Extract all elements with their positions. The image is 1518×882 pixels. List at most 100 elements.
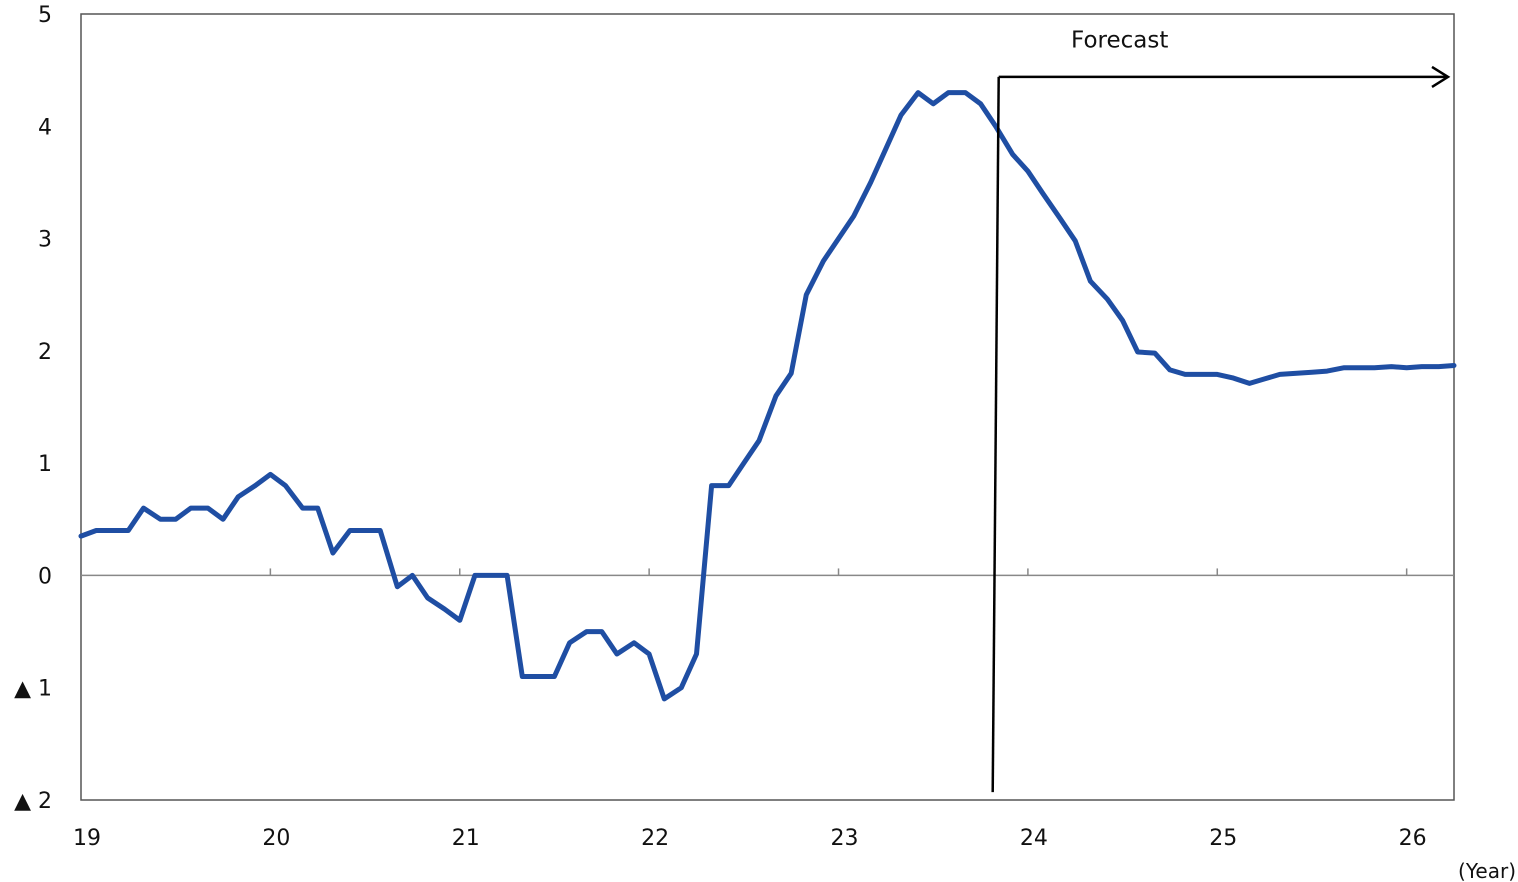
data-point (173, 517, 178, 522)
data-point (1325, 369, 1330, 374)
data-point (537, 674, 542, 679)
data-point (552, 674, 557, 679)
data-point (836, 236, 841, 241)
data-point (363, 528, 368, 533)
data-point (694, 652, 699, 657)
data-point (283, 483, 288, 488)
data-point (1230, 375, 1235, 380)
y-tick-label: 4 (38, 115, 52, 140)
data-point (300, 506, 305, 511)
plot-area-frame (80, 13, 1455, 801)
y-tick-label: ▲ 2 (14, 789, 52, 814)
data-point (662, 696, 667, 701)
data-point (916, 90, 921, 95)
data-point (520, 674, 525, 679)
x-tick-label: 19 (73, 826, 101, 851)
data-point (1058, 216, 1063, 221)
data-point (1025, 169, 1030, 174)
y-tick-label: 2 (38, 340, 52, 365)
y-axis-tick-labels: 5 4 3 2 1 0 ▲ 1 ▲ 2 (14, 3, 52, 814)
data-point (111, 528, 116, 533)
data-point (899, 113, 904, 118)
data-point (709, 483, 714, 488)
data-point (1294, 371, 1299, 376)
data-point (1277, 372, 1282, 377)
data-point (599, 629, 604, 634)
data-point (679, 685, 684, 690)
data-point (188, 506, 193, 511)
data-point (1120, 318, 1125, 323)
data-point (378, 528, 383, 533)
data-point (505, 573, 510, 578)
data-point (472, 573, 477, 578)
data-point (883, 146, 888, 151)
data-point (647, 652, 652, 657)
data-point (931, 101, 936, 106)
data-point (442, 607, 447, 612)
data-point (315, 506, 320, 511)
data-point (567, 640, 572, 645)
x-tick-label: 23 (831, 826, 859, 851)
data-point (457, 618, 462, 623)
data-point (946, 90, 951, 95)
forecast-arrow-head (1431, 65, 1451, 88)
y-tick-label: 5 (38, 3, 52, 28)
data-point (614, 652, 619, 657)
x-axis-tick-labels: 19 20 21 22 23 24 25 26 (73, 826, 1427, 851)
data-point (236, 494, 241, 499)
x-tick-label: 25 (1209, 826, 1237, 851)
data-point (1436, 364, 1441, 369)
data-point (141, 506, 146, 511)
data-point (410, 573, 415, 578)
data-point (1105, 297, 1110, 302)
x-tick-label: 21 (452, 826, 480, 851)
data-point (253, 483, 258, 488)
data-point (632, 640, 637, 645)
data-point (789, 371, 794, 376)
data-point (868, 180, 873, 185)
data-point (395, 584, 400, 589)
data-point (1247, 381, 1252, 386)
y-tick-label: ▲ 1 (14, 677, 52, 702)
data-point (1167, 367, 1172, 372)
data-point (1389, 364, 1394, 369)
forecast-label: Forecast (1071, 28, 1168, 54)
data-point (1262, 376, 1267, 381)
y-tick-label: 1 (38, 452, 52, 477)
data-point (1419, 364, 1424, 369)
data-point (1183, 372, 1188, 377)
data-point (1310, 370, 1315, 375)
data-point (1342, 365, 1347, 370)
series-line (78, 90, 1457, 702)
data-point (158, 517, 163, 522)
x-tick-label: 26 (1399, 826, 1427, 851)
data-point (330, 551, 335, 556)
data-point (963, 90, 968, 95)
data-point (821, 259, 826, 264)
y-tick-label: 3 (38, 228, 52, 253)
x-tick-label: 24 (1020, 826, 1048, 851)
x-tick-label: 20 (262, 826, 290, 851)
x-axis-tick-marks (269, 568, 1408, 576)
data-point (1073, 238, 1078, 243)
data-point (1135, 350, 1140, 355)
data-point (1200, 372, 1205, 377)
x-axis-unit-label: (Year) (1458, 859, 1516, 882)
data-point (347, 528, 352, 533)
data-point (851, 214, 856, 219)
data-point (741, 461, 746, 466)
data-point (205, 506, 210, 511)
data-point (268, 472, 273, 477)
data-point (1452, 363, 1457, 368)
data-point (757, 438, 762, 443)
data-point (1215, 372, 1220, 377)
data-point (490, 573, 495, 578)
data-point (1041, 191, 1046, 196)
data-point (1088, 279, 1093, 284)
data-point (584, 629, 589, 634)
y-tick-label: 0 (38, 564, 52, 589)
data-point (726, 483, 731, 488)
data-point (804, 292, 809, 297)
data-point (1152, 351, 1157, 356)
data-point (978, 101, 983, 106)
